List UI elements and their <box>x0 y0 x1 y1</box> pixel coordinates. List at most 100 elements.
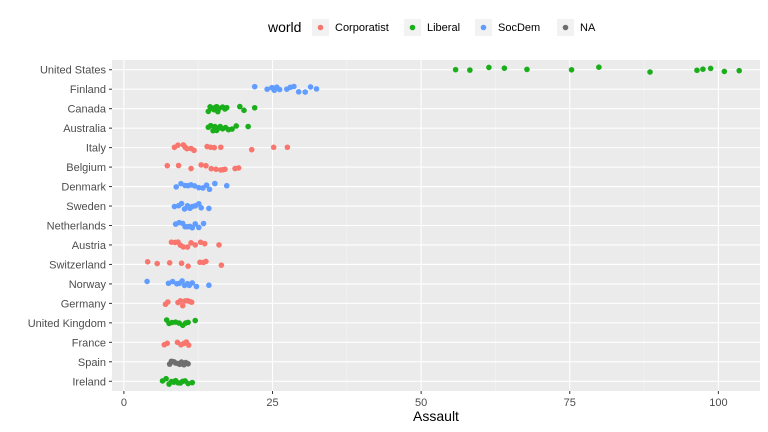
data-point-italy <box>191 147 197 154</box>
data-point-germany <box>179 302 186 309</box>
data-point-united-states <box>596 64 602 71</box>
data-point-germany <box>177 298 184 304</box>
x-tick-label-100: 100 <box>709 397 727 409</box>
data-point-switzerland <box>154 260 160 267</box>
data-point-italy <box>211 144 218 151</box>
data-point-united-states <box>568 66 575 73</box>
legend-label-socdem: SocDem <box>498 22 540 34</box>
data-point-norway <box>206 282 212 289</box>
data-point-italy <box>217 144 224 151</box>
data-point-norway <box>144 278 150 285</box>
data-point-austria <box>188 240 194 246</box>
x-axis-title: Assault <box>413 408 459 424</box>
y-tick-label-denmark: Denmark <box>61 182 106 194</box>
y-tick-label-united-states: United States <box>40 65 107 77</box>
y-tick-label-australia: Australia <box>63 123 107 135</box>
data-point-italy <box>284 144 291 151</box>
data-point-italy <box>270 144 277 151</box>
x-tick-label-25: 25 <box>266 397 278 409</box>
data-point-australia <box>233 123 240 129</box>
data-point-canada <box>241 107 247 114</box>
data-point-united-states <box>707 65 714 72</box>
data-point-belgium <box>198 162 204 168</box>
data-point-netherlands <box>195 224 202 231</box>
data-point-denmark <box>195 184 202 191</box>
x-tick-label-0: 0 <box>121 397 127 409</box>
data-point-switzerland <box>203 258 209 265</box>
data-point-norway <box>179 278 185 284</box>
data-point-belgium <box>203 162 209 169</box>
y-tick-label-switzerland: Switzerland <box>49 259 106 271</box>
data-point-united-states <box>700 66 706 73</box>
data-point-austria <box>201 240 208 247</box>
data-point-united-states <box>452 66 459 73</box>
data-point-belgium <box>235 165 242 171</box>
data-point-denmark <box>223 182 230 189</box>
data-point-belgium <box>188 165 194 172</box>
data-point-denmark <box>173 184 180 190</box>
data-point-switzerland <box>185 263 191 269</box>
data-point-austria <box>184 244 191 250</box>
data-point-austria <box>180 244 187 250</box>
legend: world Corporatist Liberal SocDem NA <box>267 19 596 36</box>
legend-label-na: NA <box>580 22 596 34</box>
data-point-finland <box>295 89 302 95</box>
x-axis: 0 25 50 75 100 <box>121 391 728 409</box>
data-point-netherlands <box>200 220 207 227</box>
data-point-germany <box>165 299 171 305</box>
data-point-finland <box>276 86 283 93</box>
legend-swatch-na <box>562 24 569 31</box>
legend-swatch-corporatist <box>317 24 324 31</box>
data-point-united-states <box>736 67 742 74</box>
y-tick-label-norway: Norway <box>69 279 107 291</box>
data-point-austria <box>216 242 222 248</box>
data-point-austria <box>192 242 199 248</box>
x-tick-label-75: 75 <box>564 397 576 409</box>
legend-label-corporatist: Corporatist <box>335 22 389 34</box>
data-point-finland <box>302 89 309 95</box>
data-point-belgium <box>208 165 215 172</box>
y-tick-label-italy: Italy <box>86 143 107 155</box>
data-point-united-states <box>486 64 492 71</box>
y-axis: United States Finland Canada Australia Italy… <box>28 65 112 388</box>
data-point-united-states <box>524 66 530 73</box>
legend-swatch-liberal <box>409 24 416 31</box>
data-point-canada <box>223 104 230 111</box>
data-point-canada <box>205 108 212 115</box>
data-point-united-kingdom <box>192 317 199 324</box>
data-points <box>144 64 742 387</box>
data-point-australia <box>229 126 235 132</box>
data-point-finland <box>307 84 314 90</box>
data-point-denmark <box>203 182 210 188</box>
data-point-belgium <box>213 166 219 173</box>
data-point-spain <box>185 360 191 367</box>
data-point-united-states <box>721 68 728 75</box>
data-point-united-kingdom <box>185 319 191 326</box>
data-point-denmark <box>206 186 213 193</box>
data-point-belgium <box>222 166 228 173</box>
data-point-finland <box>313 86 320 92</box>
data-point-canada <box>237 103 243 110</box>
data-point-australia <box>245 123 251 130</box>
data-point-norway <box>193 283 200 290</box>
data-point-united-states <box>467 67 473 73</box>
y-tick-label-united-kingdom: United Kingdom <box>28 318 106 330</box>
y-tick-label-canada: Canada <box>67 104 106 116</box>
data-point-sweden <box>178 200 185 207</box>
data-point-italy <box>184 145 190 152</box>
data-point-denmark <box>212 180 218 187</box>
data-point-switzerland <box>218 262 225 268</box>
data-point-france <box>185 342 192 348</box>
y-tick-label-ireland: Ireland <box>72 376 106 388</box>
data-point-netherlands <box>192 221 199 227</box>
data-point-belgium <box>164 162 171 169</box>
y-tick-label-finland: Finland <box>70 84 106 96</box>
y-tick-label-germany: Germany <box>61 298 107 310</box>
y-tick-label-austria: Austria <box>72 240 107 252</box>
data-point-italy <box>248 146 255 153</box>
y-tick-label-sweden: Sweden <box>66 201 106 213</box>
x-tick-label-50: 50 <box>415 397 427 409</box>
data-point-united-states <box>501 65 508 71</box>
data-point-switzerland <box>166 260 173 266</box>
